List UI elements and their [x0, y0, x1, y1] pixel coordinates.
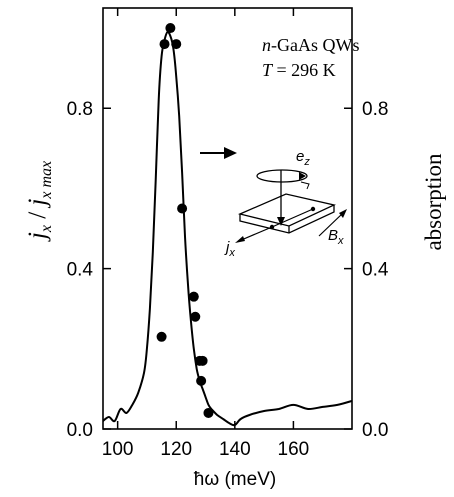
sample-annotation: n-GaAs QWs — [262, 35, 359, 55]
data-point — [190, 311, 201, 322]
data-point — [177, 203, 188, 214]
y-tick-label-right: 0.4 — [362, 260, 389, 281]
x-tick-label: 140 — [219, 439, 251, 460]
data-point — [197, 355, 208, 366]
arrow-right-icon — [200, 147, 237, 159]
y-axis-label-right: absorption — [421, 153, 446, 251]
y-tick-label-left: 0.0 — [67, 420, 93, 441]
data-point — [188, 291, 199, 302]
data-points — [156, 23, 214, 418]
svg-text:Bx: Bx — [328, 227, 344, 247]
svg-text:jx: jx — [224, 239, 235, 259]
y-tick-label-right: 0.0 — [362, 420, 388, 441]
data-point — [171, 39, 182, 50]
ticks — [103, 8, 352, 430]
data-point — [156, 331, 167, 342]
plot-frame — [102, 7, 353, 430]
temperature-annotation: T = 296 K — [262, 60, 336, 80]
x-tick-label: 120 — [160, 439, 192, 460]
data-point — [159, 39, 170, 50]
svg-text:ez: ez — [296, 148, 310, 168]
data-point — [196, 375, 207, 386]
sample-geometry-inset: ez jx Bx — [224, 148, 347, 259]
y-axis-label-left: jx / jx max — [24, 161, 55, 242]
y-tick-label-left: 0.4 — [67, 260, 94, 281]
data-point — [203, 407, 214, 418]
y-tick-label-left: 0.8 — [67, 99, 93, 120]
tick-labels: 100 120 140 160 0.0 0.0 0.4 0.4 0.8 0.8 — [67, 99, 389, 460]
data-point — [165, 23, 176, 34]
x-tick-label: 160 — [278, 439, 310, 460]
y-tick-label-right: 0.8 — [362, 99, 388, 120]
x-axis-label: ħω (meV) — [194, 469, 276, 490]
x-tick-label: 100 — [102, 439, 134, 460]
absorption-curve — [102, 30, 353, 427]
